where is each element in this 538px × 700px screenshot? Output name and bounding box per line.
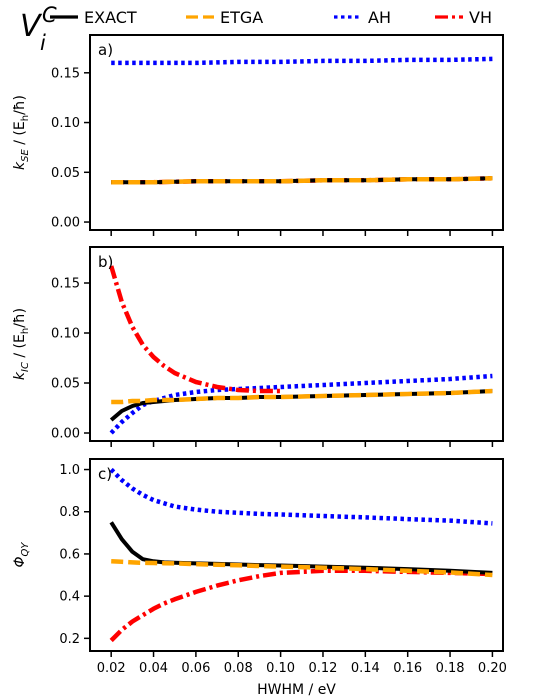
panel-a-line-ah [111,56,493,66]
panel-c-xtick-label: 0.10 [266,661,295,676]
panel-a-line-etga [111,176,493,185]
panel-c-line-ah [109,467,493,526]
panel-c-ytick-label: 0.6 [59,547,80,562]
panel-c-xlabel: HWHM / eV [257,682,336,698]
panel-c-ytick-label: 1.0 [59,463,80,478]
panel-b-ylabel: kIC / (Eh/ħ) [12,308,31,380]
title-superscript: C [42,3,57,27]
panel-c-series [109,467,493,643]
legend-item-exact: EXACT [50,8,137,27]
panel-c-xtick-label: 0.02 [97,661,126,676]
legend-label-vh: VH [469,8,492,27]
panel-a-ytick-label: 0.05 [51,166,80,181]
title-main: V [20,9,43,44]
panel-c-xtick-label: 0.08 [224,661,253,676]
legend-item-ah: AH [334,8,391,27]
panel-b-ytick-label: 0.10 [51,327,80,342]
panel-c-xtick-label: 0.04 [139,661,168,676]
panel-c-frame [89,458,504,652]
panel-b-line-etga [111,388,493,405]
panel-b-label: b) [98,253,113,271]
panel-b: 0.00 0.05 0.10 0.15 b) kIC / (Eh/ħ) [12,246,504,447]
panel-c-ylabel: ΦQY [12,542,31,568]
panel-a-frame [89,34,504,231]
panel-b-ytick-label: 0.00 [51,427,80,442]
legend-label-exact: EXACT [84,8,137,27]
legend-item-vh: VH [435,8,492,27]
panel-c-xtick-label: 0.12 [308,661,337,676]
panel-c-xtick-label: 0.16 [393,661,422,676]
panel-c-label: c) [98,465,112,483]
legend-label-etga: ETGA [220,8,263,27]
panel-b-series [109,265,493,435]
panel-c-line-etga [111,559,493,578]
panel-c-xtick-label: 0.18 [436,661,465,676]
panel-a-ytick-label: 0.10 [51,116,80,131]
panel-b-ytick-label: 0.15 [51,277,80,292]
panel-a-series [111,56,493,185]
panel-c-ytick-label: 0.8 [59,505,80,520]
panels: 0.000.050.100.15a)kSE / (Eh/ħ)0.000.050.… [12,34,507,698]
panel-c-ytick-label: 0.2 [59,632,80,647]
panel-b-ytick-label: 0.05 [51,377,80,392]
panel-a-ytick-label: 0.00 [51,216,80,231]
panel-b-frame [89,246,504,442]
panel-c-xtick-label: 0.14 [351,661,380,676]
panel-c-xtick-label: 0.06 [181,661,210,676]
legend-item-etga: ETGA [186,8,263,27]
panel-c-ytick-label: 0.4 [59,590,80,605]
legend: EXACT ETGA AH VH [50,8,492,27]
panel-a: 0.00 0.05 0.10 0.15 a) kSE / (Eh/ħ) [12,34,504,236]
panel-a-ytick-label: 0.15 [51,66,80,81]
title-subscript: i [40,31,46,55]
panel-c-line-vh [109,568,493,643]
legend-label-ah: AH [368,8,391,27]
panel-b-line-ah [109,373,493,435]
figure-title: V C i [20,3,57,55]
panel-c-xtick-label: 0.20 [478,661,507,676]
panel-a-ylabel: kSE / (Eh/ħ) [12,95,31,170]
panel-b-line-vh [109,265,281,394]
panel-c: 0.2 0.4 0.6 0.8 1.0 0.02 0.04 0.06 0.08 0.10 0.12 0… [12,458,507,698]
panel-a-label: a) [98,41,113,59]
